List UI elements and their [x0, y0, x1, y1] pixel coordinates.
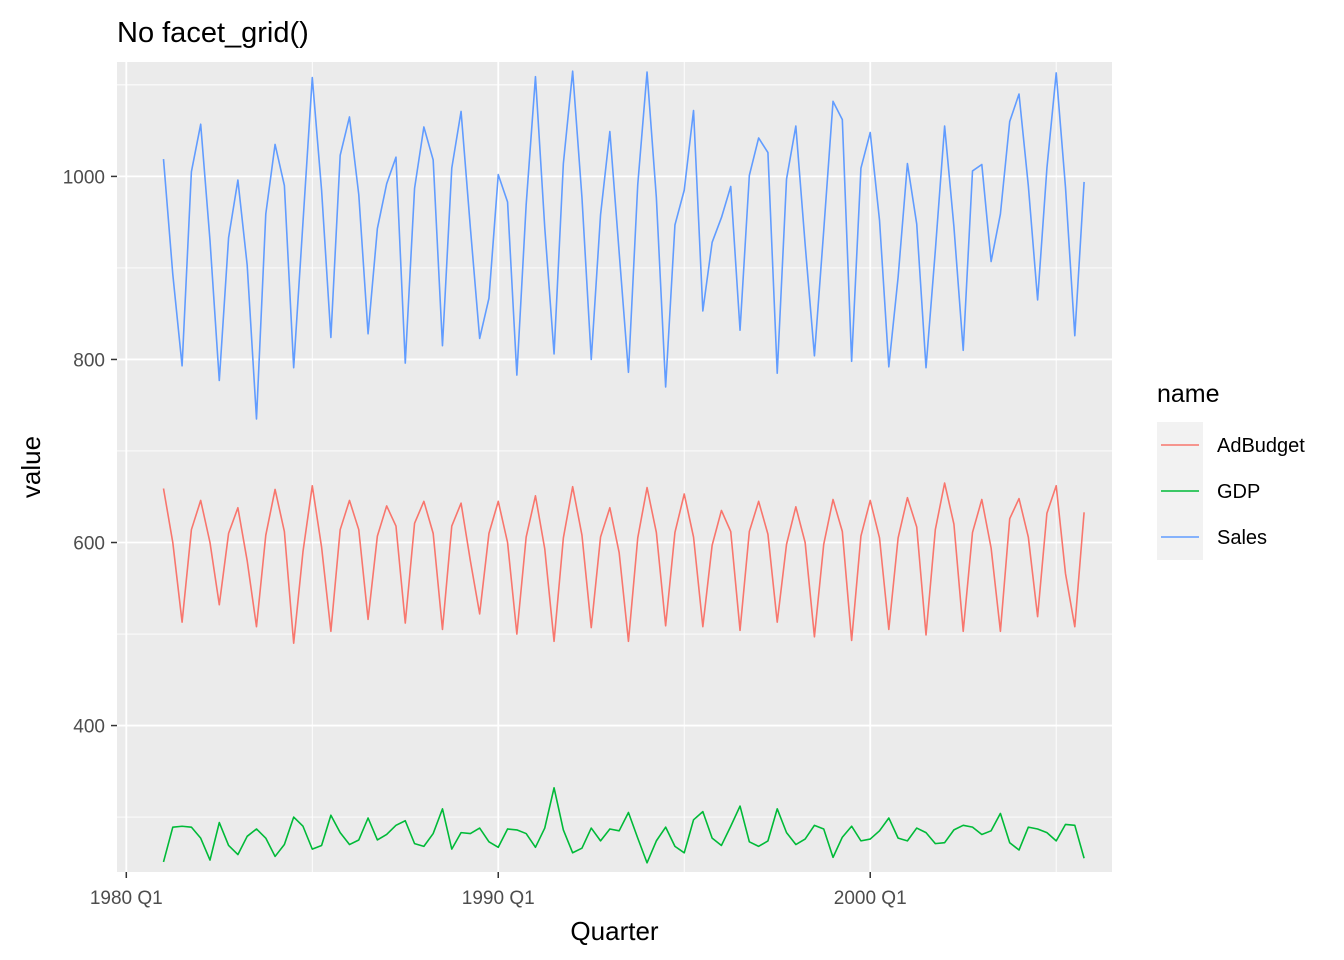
legend-label-gdp: GDP	[1217, 481, 1260, 503]
y-axis: 400 600 800 1000	[63, 167, 117, 738]
series-line-gdp	[162, 786, 1085, 864]
major-grid	[117, 62, 1112, 872]
legend-items: AdBudget GDP Sales	[1157, 422, 1305, 560]
minor-grid	[117, 62, 1112, 872]
x-tick-label: 1980 Q1	[90, 888, 163, 909]
x-axis-title: Quarter	[570, 916, 658, 946]
series-line-sales	[162, 70, 1085, 420]
x-tick-label: 2000 Q1	[834, 888, 907, 909]
y-tick-label: 800	[73, 350, 105, 371]
y-tick-label: 1000	[63, 167, 105, 188]
legend: name AdBudget GDP Sales	[1157, 380, 1305, 560]
legend-label-sales: Sales	[1217, 527, 1267, 549]
x-axis: 1980 Q1 1990 Q1 2000 Q1	[90, 872, 907, 909]
x-tick-label: 1990 Q1	[462, 888, 535, 909]
series-layer	[162, 70, 1085, 864]
legend-label-adbudget: AdBudget	[1217, 435, 1305, 457]
y-tick-label: 400	[73, 717, 105, 738]
chart-title: No facet_grid()	[117, 17, 309, 49]
series-line-adbudget	[162, 482, 1085, 644]
y-axis-title: value	[16, 436, 46, 498]
y-tick-label: 600	[73, 534, 105, 555]
legend-title: name	[1157, 380, 1220, 408]
